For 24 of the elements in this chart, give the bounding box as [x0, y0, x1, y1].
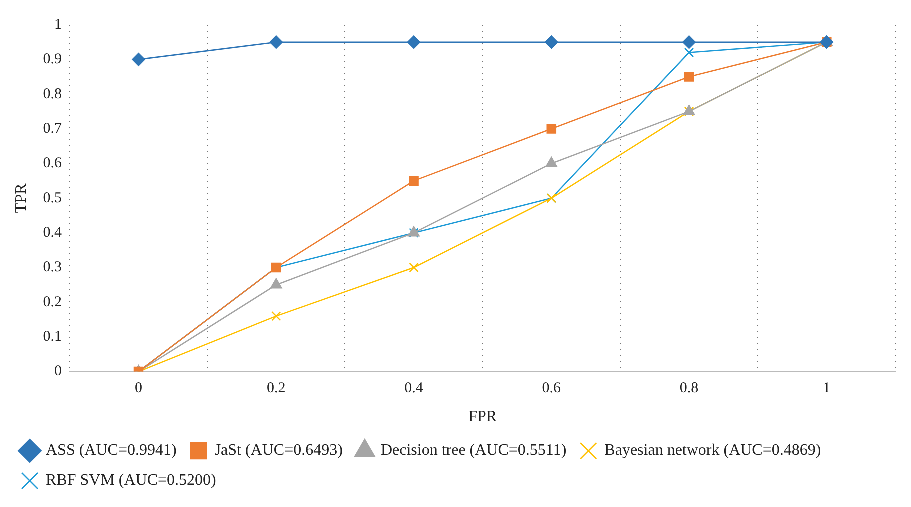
legend-label: RBF SVM (AUC=0.5200): [46, 472, 216, 490]
y-axis-title: TPR: [12, 183, 30, 214]
y-tick-label: 0.2: [43, 294, 62, 310]
y-tick-label: 0.8: [43, 86, 62, 102]
y-tick-label: 0.3: [43, 260, 62, 276]
x-tick-label: 0: [135, 380, 143, 397]
y-tick-label: 0: [54, 364, 62, 380]
y-tick-label: 0.5: [43, 190, 62, 206]
legend-label: ASS (AUC=0.9941): [46, 442, 177, 460]
y-tick-label: 0.6: [43, 156, 62, 172]
legend-label: Decision tree (AUC=0.5511): [380, 442, 567, 460]
y-tick-label: 0.7: [43, 120, 62, 137]
legend-label: Bayesian network (AUC=0.4869): [604, 442, 822, 460]
x-tick-label: 1: [823, 380, 831, 397]
x-tick-label: 0.6: [542, 380, 562, 397]
y-tick-label: 1: [54, 16, 62, 33]
y-tick-label: 0.9: [43, 52, 62, 68]
y-tick-label: 0.1: [43, 329, 62, 346]
y-tick-label: 0.4: [43, 225, 62, 242]
legend-label: JaSt (AUC=0.6493): [214, 442, 343, 460]
x-axis-title: FPR: [468, 408, 498, 426]
x-tick-label: 0.2: [267, 380, 286, 397]
x-tick-label: 0.8: [680, 380, 699, 397]
x-tick-label: 0.4: [404, 380, 424, 397]
